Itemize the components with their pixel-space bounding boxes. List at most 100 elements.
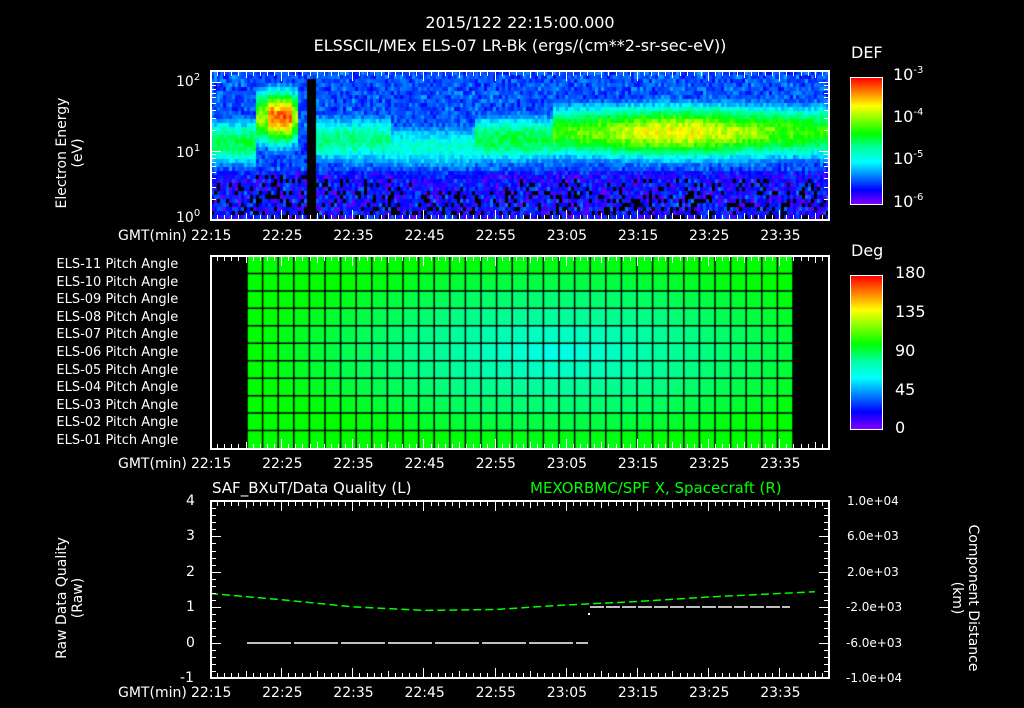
tick [338,673,340,678]
tick [288,256,290,261]
tick [352,439,354,449]
tick [211,130,216,132]
tick [316,671,318,678]
xtick-label: 23:05 [546,456,588,472]
tick [572,501,574,506]
tick [537,256,539,261]
xtick-label: 23:35 [760,685,801,701]
tick [366,71,368,76]
tick [224,256,226,261]
tick [786,444,788,449]
tick [824,166,829,168]
tick [330,444,332,449]
tick [211,678,221,679]
tick [437,501,439,506]
tick [211,151,221,153]
tick [480,256,482,261]
tick [259,501,261,506]
tick [409,256,411,261]
tick [772,673,774,678]
panel3-title-right: MEXORBMC/SPF X, Spacecraft (R) [530,479,782,497]
tick [579,256,581,261]
tick [211,564,216,566]
ytick-10: 101 [176,143,201,161]
tick [565,439,567,449]
tick [821,256,823,261]
tick [466,444,468,449]
panel3-ylabel-right: Component Distance (km) [949,524,981,672]
line-plot [210,590,815,644]
tick [402,444,404,449]
tick [423,256,425,266]
tick [772,501,774,506]
tick [821,501,823,506]
tick [644,215,645,220]
tick [572,215,574,220]
tick [211,92,216,94]
tick [211,614,216,616]
tick [665,256,667,261]
tick [579,501,581,506]
tick [338,256,340,261]
tick [451,71,453,76]
tick [579,71,581,76]
def-colorbar [850,77,883,205]
tick [587,256,589,261]
tick [211,171,216,173]
tick [494,501,496,511]
tick [288,673,290,678]
tick [373,215,375,220]
xtick-label: 22:25 [262,456,303,472]
spf-x-series [210,590,815,612]
tick [544,673,546,678]
tick [722,501,724,506]
ytick-100: 102 [176,72,201,90]
tick [416,673,418,678]
tick [295,71,297,76]
tick [409,444,411,449]
xtick-label: 22:15 [191,456,232,472]
tick [644,673,645,678]
tick [394,256,396,261]
tick [217,215,219,220]
tick [366,673,368,678]
tick [551,444,553,449]
tick [380,501,382,506]
tick [501,673,503,678]
pitch-row-label: ELS-11 Pitch Angle [56,257,179,272]
tick [819,151,829,153]
tick [444,215,446,220]
tick [281,439,283,449]
tick [252,256,254,261]
tick [409,501,411,506]
tick [281,71,283,81]
tick [259,444,261,449]
tick [259,256,261,261]
tick [565,71,567,81]
tick [572,71,574,76]
tick [736,673,738,678]
tick [508,71,510,76]
tick [416,501,418,506]
tick [259,71,261,76]
tick [757,215,759,220]
ytick-right: -1.0e+04 [846,671,903,685]
tick [807,256,809,261]
tick [629,215,631,220]
tick [587,501,589,506]
tick [800,501,802,506]
panel1-ylabel: Electron Energy (eV) [54,78,86,228]
tick [807,673,809,678]
tick [402,501,404,506]
tick [281,210,283,220]
tick [211,670,216,672]
tick [309,444,311,449]
tick [345,444,347,449]
tick [515,71,517,76]
tick [750,215,752,220]
tick [819,607,829,609]
tick [544,215,546,220]
tick [224,501,226,506]
tick [281,501,283,511]
tick [601,442,603,449]
